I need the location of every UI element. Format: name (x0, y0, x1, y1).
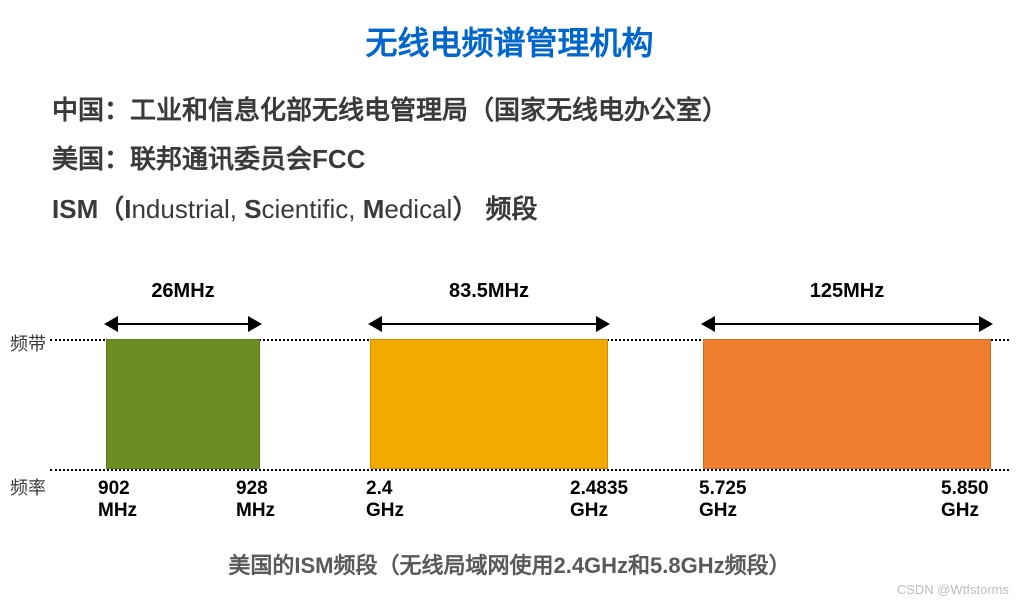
arrow-line (709, 323, 985, 325)
freq-unit: GHz (366, 500, 404, 521)
dashed-line-bottom (50, 469, 1009, 471)
freq-num: 5.725 (699, 478, 747, 499)
bandwidth-arrow-1 (106, 314, 260, 334)
bandwidth-label-2: 83.5MHz (370, 280, 608, 303)
arrow-right-icon (979, 316, 993, 332)
axis-label-freq: 频率 (10, 474, 46, 500)
axis-label-band: 频带 (10, 330, 46, 356)
freq-high-2: 2.4835 GHz (570, 478, 628, 522)
freq-num: 2.4835 (570, 478, 628, 499)
freq-unit: GHz (941, 500, 979, 521)
line-china: 中国：工业和信息化部无线电管理局（国家无线电办公室） (52, 86, 1019, 135)
ism-i-rest: ndustrial (131, 194, 229, 224)
ism-sep2: , (348, 194, 362, 224)
band-block-2 (370, 339, 608, 469)
arrow-right-icon (596, 316, 610, 332)
arrow-right-icon (248, 316, 262, 332)
line-ism: ISM（Industrial, Scientific, Medical） 频段 (52, 185, 1019, 234)
ism-m-rest: edical (384, 194, 452, 224)
freq-low-1: 902 MHz (98, 478, 137, 522)
freq-num: 902 (98, 478, 130, 499)
page-title: 无线电频谱管理机构 (0, 18, 1019, 64)
bandwidth-label-3: 125MHz (703, 280, 991, 303)
bandwidth-label-1: 26MHz (106, 280, 260, 303)
bandwidth-arrow-3 (703, 314, 991, 334)
arrow-line (112, 323, 254, 325)
freq-unit: MHz (98, 500, 137, 521)
arrow-line (376, 323, 602, 325)
freq-high-3: 5.850 GHz (941, 478, 989, 522)
ism-suffix: ） 频段 (452, 194, 537, 224)
ism-s-rest: cientific (262, 194, 349, 224)
freq-num: 5.850 (941, 478, 989, 499)
freq-low-2: 2.4 GHz (366, 478, 404, 522)
ism-sep1: , (230, 194, 244, 224)
band-block-3 (703, 339, 991, 469)
caption-text: 美国的ISM频段（无线局域网使用2.4GHz和5.8GHz频段） (0, 548, 1019, 580)
freq-unit: GHz (699, 500, 737, 521)
line-usa: 美国：联邦通讯委员会FCC (52, 135, 1019, 184)
freq-num: 2.4 (366, 478, 392, 499)
freq-high-1: 928 MHz (236, 478, 275, 522)
watermark-text: CSDN @Wtfstorms (897, 582, 1009, 597)
ism-s-bold: S (244, 194, 261, 224)
freq-num: 928 (236, 478, 268, 499)
freq-low-3: 5.725 GHz (699, 478, 747, 522)
freq-unit: GHz (570, 500, 608, 521)
freq-unit: MHz (236, 500, 275, 521)
bandwidth-arrow-2 (370, 314, 608, 334)
band-block-1 (106, 339, 260, 469)
ism-prefix: ISM（ (52, 194, 124, 224)
body-text: 中国：工业和信息化部无线电管理局（国家无线电办公室） 美国：联邦通讯委员会FCC… (0, 86, 1019, 234)
ism-m-bold: M (363, 194, 385, 224)
